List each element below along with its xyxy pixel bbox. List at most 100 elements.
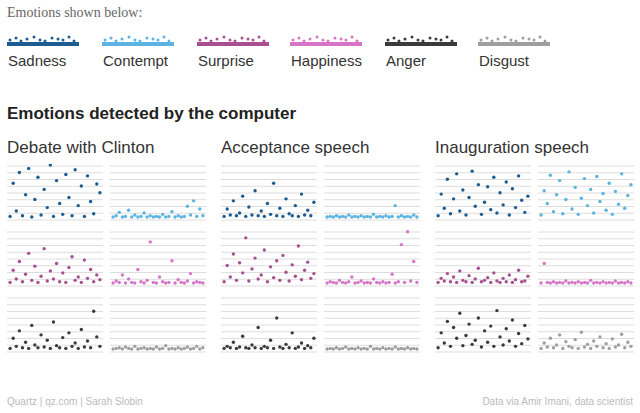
point bbox=[409, 279, 412, 282]
grid-line bbox=[324, 245, 420, 246]
grid-line bbox=[324, 193, 420, 194]
point bbox=[222, 280, 225, 283]
point bbox=[198, 207, 201, 210]
point bbox=[452, 275, 455, 278]
legend-swatch-dot bbox=[223, 36, 226, 39]
legend-swatch bbox=[197, 42, 269, 46]
point bbox=[363, 281, 366, 284]
point bbox=[161, 347, 164, 350]
point bbox=[232, 252, 235, 255]
point bbox=[33, 198, 36, 201]
point bbox=[344, 345, 347, 348]
grid-line bbox=[7, 338, 103, 339]
legend-label: Disgust bbox=[479, 52, 530, 69]
point bbox=[130, 281, 133, 284]
point bbox=[552, 210, 555, 213]
legend-label: Anger bbox=[386, 52, 426, 69]
point bbox=[42, 345, 45, 348]
chart-title: Acceptance speech bbox=[221, 138, 369, 157]
point bbox=[406, 215, 409, 218]
legend-swatch-dot bbox=[104, 39, 107, 42]
point bbox=[18, 171, 21, 174]
grid-line bbox=[7, 259, 103, 260]
point bbox=[353, 281, 356, 284]
grid-line bbox=[221, 304, 317, 305]
grid-line bbox=[324, 311, 420, 312]
legend-label: Contempt bbox=[103, 52, 169, 69]
point bbox=[489, 324, 492, 327]
grid-line bbox=[538, 265, 634, 266]
point bbox=[455, 337, 458, 340]
legend-swatch-dot bbox=[134, 39, 137, 42]
point bbox=[372, 277, 375, 280]
point bbox=[297, 215, 300, 218]
grid-line bbox=[435, 311, 531, 312]
point bbox=[164, 215, 167, 218]
point bbox=[464, 213, 467, 216]
point bbox=[347, 280, 350, 283]
point bbox=[36, 346, 39, 349]
legend-swatch bbox=[385, 42, 457, 46]
point bbox=[145, 279, 148, 282]
legend-swatch-dot bbox=[157, 39, 160, 42]
point bbox=[325, 347, 328, 350]
point bbox=[142, 346, 145, 349]
point bbox=[474, 277, 477, 280]
point bbox=[73, 168, 76, 171]
legend-swatch-dot bbox=[522, 37, 525, 40]
point bbox=[344, 281, 347, 284]
grid-line bbox=[538, 279, 634, 280]
legend-swatch-dot bbox=[435, 38, 438, 41]
legend-swatch-dot bbox=[252, 39, 255, 42]
grid-line bbox=[110, 345, 206, 346]
point bbox=[341, 347, 344, 350]
grid-line bbox=[324, 206, 420, 207]
point bbox=[446, 272, 449, 275]
point bbox=[176, 278, 179, 281]
point bbox=[470, 281, 473, 284]
grid-line bbox=[538, 172, 634, 173]
legend-swatch-dot bbox=[258, 36, 261, 39]
point bbox=[601, 192, 604, 195]
grid-line bbox=[110, 298, 206, 299]
panel bbox=[538, 232, 634, 286]
title: Emotions detected by the computer bbox=[7, 104, 296, 123]
grid-line bbox=[538, 286, 634, 287]
point bbox=[567, 170, 570, 173]
point bbox=[253, 346, 256, 349]
grid-line bbox=[435, 318, 531, 319]
point bbox=[145, 215, 148, 218]
chart: Inauguration speech bbox=[435, 138, 634, 352]
point bbox=[18, 260, 21, 263]
grid-line bbox=[324, 199, 420, 200]
point bbox=[592, 211, 595, 214]
point bbox=[366, 281, 369, 284]
point bbox=[338, 215, 341, 218]
point bbox=[552, 346, 555, 349]
point bbox=[452, 197, 455, 200]
legend-swatch-dot bbox=[128, 36, 131, 39]
chart-canvas: Emotions shown below:SadnessContemptSurp… bbox=[0, 0, 640, 413]
point bbox=[477, 267, 480, 270]
point bbox=[186, 205, 189, 208]
point bbox=[155, 345, 158, 348]
point bbox=[235, 214, 238, 217]
point bbox=[21, 346, 24, 349]
point bbox=[375, 215, 378, 218]
grid-line bbox=[324, 186, 420, 187]
grid-line bbox=[435, 186, 531, 187]
point bbox=[341, 215, 344, 218]
legend-swatch-dot bbox=[205, 37, 208, 40]
point bbox=[121, 347, 124, 350]
point bbox=[436, 346, 439, 349]
point bbox=[495, 309, 498, 312]
grid-line bbox=[7, 325, 103, 326]
point bbox=[483, 329, 486, 332]
legend-swatch-dot bbox=[234, 40, 237, 43]
point bbox=[284, 343, 287, 346]
grid-line bbox=[538, 338, 634, 339]
point bbox=[232, 199, 235, 202]
point bbox=[517, 269, 520, 272]
grid-line bbox=[110, 179, 206, 180]
point bbox=[55, 179, 58, 182]
